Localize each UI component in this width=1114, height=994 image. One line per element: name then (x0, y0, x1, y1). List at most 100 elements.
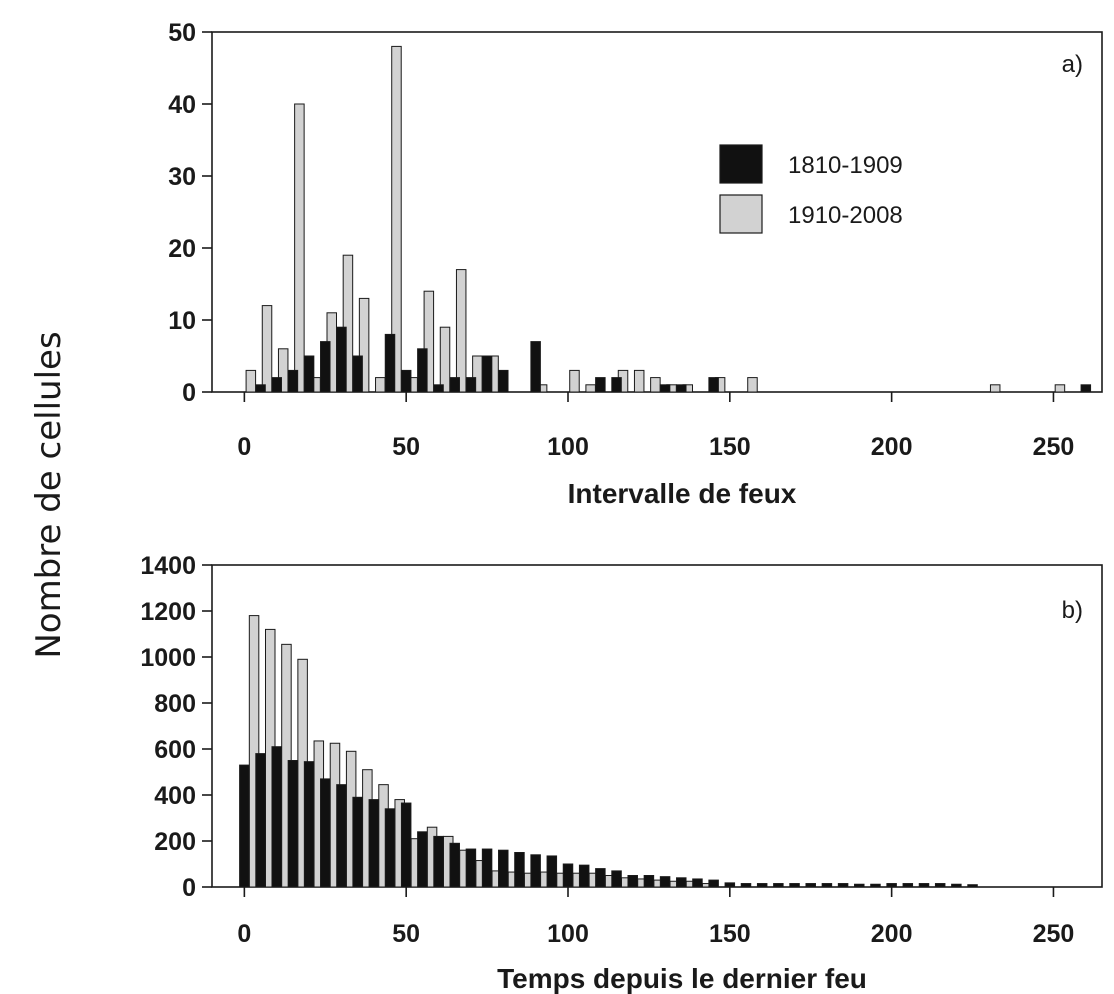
legend-label: 1810-1909 (788, 152, 903, 179)
x-tick-label: 250 (1033, 920, 1075, 948)
bar (562, 863, 574, 888)
bar (255, 384, 266, 393)
bar (514, 852, 525, 888)
bar (465, 848, 477, 888)
x-tick-label: 150 (709, 433, 751, 461)
bar (320, 341, 331, 393)
y-axis-label: Nombre de cellules (29, 331, 69, 658)
x-tick-label: 100 (547, 920, 589, 948)
bar (692, 878, 703, 888)
bar (368, 799, 380, 888)
bar (676, 877, 687, 888)
bar (870, 883, 881, 888)
bar (854, 883, 865, 888)
bar (287, 369, 299, 393)
bar (967, 884, 978, 888)
bar (585, 384, 596, 393)
bar (261, 305, 273, 393)
bar (756, 883, 768, 888)
legend-label: 1910-2008 (788, 202, 903, 229)
panel-label: a) (1062, 51, 1083, 78)
bar (239, 764, 250, 888)
bar (578, 864, 590, 888)
y-tick-label: 1200 (140, 598, 196, 626)
bar (303, 355, 315, 393)
bar (902, 883, 914, 888)
x-tick-label: 0 (237, 920, 251, 948)
bar (989, 384, 1001, 393)
bar (708, 377, 719, 393)
bar (633, 369, 645, 393)
bar (821, 883, 833, 888)
bar (449, 377, 460, 393)
bar (352, 796, 363, 888)
bar (255, 753, 266, 888)
bar (303, 761, 315, 888)
bar (934, 883, 946, 888)
bar (433, 835, 444, 888)
y-tick-label: 200 (154, 828, 196, 856)
bar (611, 870, 622, 888)
x-tick-label: 200 (871, 433, 913, 461)
x-axis-label: Intervalle de feux (568, 478, 797, 509)
y-tick-label: 1400 (140, 552, 196, 580)
x-tick-label: 0 (237, 433, 251, 461)
bar (417, 348, 428, 393)
y-tick-label: 20 (168, 235, 196, 263)
bar (643, 875, 655, 888)
x-tick-label: 150 (709, 920, 751, 948)
bar (789, 883, 800, 888)
bar (569, 369, 580, 393)
y-tick-label: 0 (182, 379, 196, 407)
bar (465, 377, 477, 393)
bar (248, 615, 260, 888)
bar (391, 45, 402, 393)
legend: 1810-1909 1910-2008 (719, 144, 903, 234)
legend-swatch (719, 194, 763, 234)
bar (455, 269, 467, 393)
panel-a: 0 50 100 150 200 250 0 10 20 30 40 50 Intervalle de … (168, 19, 1103, 509)
bar (708, 879, 719, 888)
bar (336, 326, 347, 393)
y-tick-label: 50 (168, 19, 196, 47)
bar (294, 103, 305, 393)
bar (384, 333, 396, 393)
y-tick-label: 1000 (140, 644, 196, 672)
x-tick-label: 250 (1033, 433, 1075, 461)
bar (611, 377, 622, 393)
bar (724, 882, 736, 888)
bar (287, 760, 299, 888)
x-axis-label: Temps depuis le dernier feu (497, 963, 867, 994)
bar (595, 377, 606, 393)
bar (423, 290, 435, 393)
bar (271, 377, 282, 393)
bar (546, 855, 558, 888)
bar (951, 883, 962, 888)
bar (400, 369, 412, 393)
bar (773, 883, 784, 888)
bar (320, 778, 331, 888)
bar (417, 831, 428, 888)
bar (271, 746, 282, 888)
bar (650, 377, 661, 393)
bar (400, 802, 412, 888)
bar (498, 369, 509, 393)
bar (659, 384, 671, 393)
bar (1080, 384, 1092, 393)
panel-label: b) (1062, 597, 1083, 624)
bar (439, 326, 451, 393)
bar (481, 355, 493, 393)
y-tick-label: 10 (168, 307, 196, 335)
bar (740, 883, 752, 888)
x-tick-label: 200 (871, 920, 913, 948)
bar (336, 784, 347, 888)
x-tick-label: 50 (392, 920, 420, 948)
bar (595, 868, 606, 888)
bar (342, 254, 354, 393)
bar (358, 297, 370, 393)
bar (837, 883, 849, 888)
y-tick-label: 0 (182, 874, 196, 902)
bar (498, 849, 509, 888)
panel-b: 0 50 100 150 200 250 0 200 400 600 800 1000 1200 1400… (140, 552, 1103, 994)
